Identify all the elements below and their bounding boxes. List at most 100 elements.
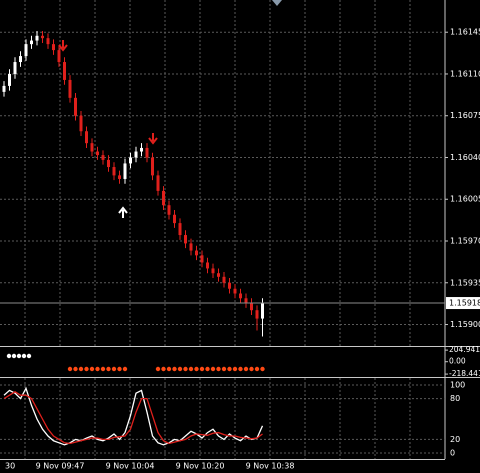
candle-body xyxy=(156,175,160,191)
candle-body xyxy=(79,115,83,132)
candle-body xyxy=(101,155,105,160)
candle-body xyxy=(134,151,138,158)
signal-dot xyxy=(205,366,210,372)
signal-dot xyxy=(249,366,254,372)
y-tick-label: -218.4412 xyxy=(449,369,480,378)
x-tick-label: 9 Nov 10:38 xyxy=(246,462,295,471)
signal-dot xyxy=(117,366,122,372)
y-tick-label: 1.16005 xyxy=(450,195,480,204)
x-tick-label: 9 Nov 09:47 xyxy=(36,462,85,471)
candle-body xyxy=(46,38,50,45)
candle-body xyxy=(195,250,198,256)
candle-body xyxy=(68,79,72,98)
signal-dot xyxy=(172,366,177,372)
signal-dot xyxy=(73,366,78,372)
candle-body xyxy=(19,56,22,63)
candle-body xyxy=(35,35,39,41)
candle-body xyxy=(211,268,215,274)
signal-dot xyxy=(243,366,249,372)
candle-body xyxy=(261,303,264,319)
candle-body xyxy=(8,73,11,86)
signal-dot xyxy=(210,366,216,372)
x-tick-label: 9 Nov 10:20 xyxy=(176,462,225,471)
signal-dot xyxy=(11,353,17,359)
candle-body xyxy=(112,167,116,176)
candle-body xyxy=(178,223,182,236)
signal-dot xyxy=(26,353,32,359)
candle-body xyxy=(129,157,132,164)
signal-dot xyxy=(155,366,161,372)
candle-body xyxy=(57,50,61,63)
x-tick-label: 30 xyxy=(5,462,15,471)
signal-dot xyxy=(100,366,106,372)
y-tick-label: 1.16075 xyxy=(450,111,480,120)
signal-dot xyxy=(216,366,221,372)
signal-dot xyxy=(89,366,95,372)
signal-dot xyxy=(21,353,27,359)
y-tick-label: 0.00 xyxy=(449,357,466,366)
signal-dot xyxy=(227,366,232,372)
signal-dot xyxy=(194,366,199,372)
signal-dot xyxy=(221,366,227,372)
candle-body xyxy=(255,310,259,319)
signal-dot xyxy=(16,353,22,359)
signal-dot xyxy=(161,366,166,372)
candle-body xyxy=(244,298,248,304)
candle-body xyxy=(233,288,237,294)
y-tick-label: 1.16040 xyxy=(450,153,480,162)
signal-arrow xyxy=(58,40,158,218)
candle-body xyxy=(151,157,154,176)
y-tick-label: 1.15900 xyxy=(450,320,480,329)
candle-body xyxy=(90,143,94,152)
signal-dot xyxy=(67,366,73,372)
signal-dot xyxy=(166,366,172,372)
candle-body xyxy=(145,147,149,158)
y-tick-label: 100 xyxy=(450,381,465,390)
signal-dot xyxy=(232,366,238,372)
oscillator-line xyxy=(3,391,263,445)
candle-body xyxy=(206,262,209,269)
candle-body xyxy=(217,273,220,277)
y-tick-label: 1.15935 xyxy=(450,278,480,287)
signal-dot xyxy=(78,366,84,372)
candle-body xyxy=(24,44,28,57)
candle-body xyxy=(107,159,110,168)
candle-body xyxy=(167,205,171,215)
signal-dot xyxy=(95,366,100,372)
y-tick-label: 80 xyxy=(450,394,460,403)
candle-body xyxy=(118,175,121,179)
candle-body xyxy=(30,40,33,45)
candle-body xyxy=(239,293,242,299)
signal-dot xyxy=(188,366,194,372)
candle-body xyxy=(63,62,66,80)
candle-body xyxy=(184,235,187,244)
shift-marker xyxy=(272,0,282,6)
signal-dot xyxy=(183,366,188,372)
y-tick-label: 1.16110 xyxy=(450,69,480,78)
candle-body xyxy=(52,44,55,51)
candle-body xyxy=(74,97,77,116)
signal-dot xyxy=(238,366,243,372)
candle-body xyxy=(123,163,127,179)
candle-body xyxy=(140,147,143,152)
signal-dot xyxy=(199,366,205,372)
candle-body xyxy=(162,190,165,206)
last-price-label: 1.15918 xyxy=(449,299,480,308)
candle-body xyxy=(222,276,226,283)
y-tick-label: 1.15970 xyxy=(450,237,480,246)
candle-body xyxy=(96,151,99,156)
last-price-box xyxy=(446,297,480,310)
signal-dot xyxy=(177,366,183,372)
signal-dot xyxy=(111,366,117,372)
signal-dot xyxy=(84,366,89,372)
candle-body xyxy=(85,131,88,144)
vertical-grid xyxy=(24,0,411,459)
y-tick-label: 20 xyxy=(450,435,460,444)
y-tick-label: 1.16145 xyxy=(450,28,480,37)
candle-body xyxy=(200,255,204,263)
signal-dot xyxy=(122,366,128,372)
signal-dot xyxy=(254,366,260,372)
oscillator-line xyxy=(3,386,264,446)
